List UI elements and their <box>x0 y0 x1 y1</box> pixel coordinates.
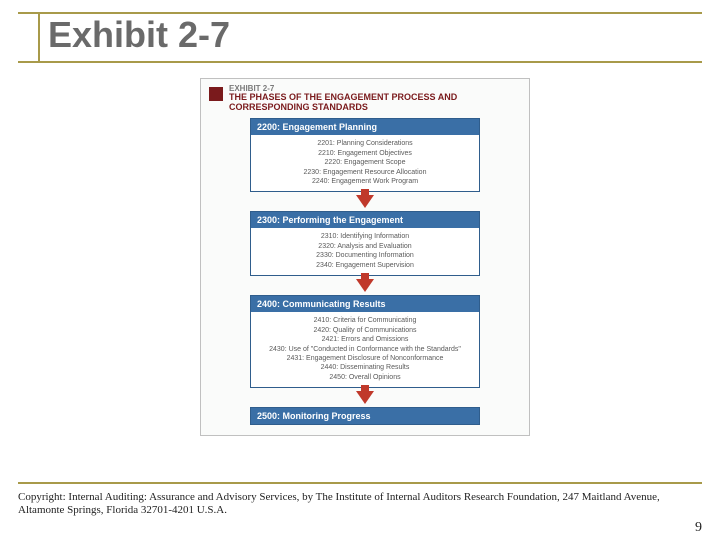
phase-item: 2201: Planning Considerations <box>257 139 473 148</box>
phase-item: 2430: Use of "Conducted in Conformance w… <box>257 345 473 354</box>
title-rule-bottom <box>18 61 702 63</box>
slide-title: Exhibit 2-7 <box>48 14 230 56</box>
footer-copyright: Copyright: Internal Auditing: Assurance … <box>18 491 702 519</box>
phase-item: 2320: Analysis and Evaluation <box>257 242 473 251</box>
phase-item: 2421: Errors and Omissions <box>257 335 473 344</box>
phase-box: 2300: Performing the Engagement2310: Ide… <box>250 211 480 276</box>
phase-item: 2340: Engagement Supervision <box>257 261 473 270</box>
phase-item: 2310: Identifying Information <box>257 232 473 241</box>
phase-header: 2300: Performing the Engagement <box>251 212 479 228</box>
phase-box: 2500: Monitoring Progress <box>250 407 480 425</box>
phase-header: 2200: Engagement Planning <box>251 119 479 135</box>
phase-item: 2210: Engagement Objectives <box>257 149 473 158</box>
phase-box: 2400: Communicating Results2410: Criteri… <box>250 295 480 388</box>
figure-badge-icon <box>209 87 223 101</box>
phases-container: 2200: Engagement Planning2201: Planning … <box>209 118 521 425</box>
figure-title: THE PHASES OF THE ENGAGEMENT PROCESS AND… <box>229 93 521 112</box>
flowchart-figure: EXHIBIT 2-7 THE PHASES OF THE ENGAGEMENT… <box>200 78 530 436</box>
phase-item: 2440: Disseminating Results <box>257 363 473 372</box>
phase-item: 2410: Criteria for Communicating <box>257 316 473 325</box>
phase-header: 2400: Communicating Results <box>251 296 479 312</box>
phase-item: 2450: Overall Opinions <box>257 373 473 382</box>
phase-item: 2230: Engagement Resource Allocation <box>257 168 473 177</box>
phase-item: 2330: Documenting Information <box>257 251 473 260</box>
figure-header: EXHIBIT 2-7 THE PHASES OF THE ENGAGEMENT… <box>209 85 521 112</box>
phase-item: 2240: Engagement Work Program <box>257 177 473 186</box>
phase-item: 2431: Engagement Disclosure of Nonconfor… <box>257 354 473 363</box>
arrow-down-icon <box>209 391 521 404</box>
slide: Exhibit 2-7 EXHIBIT 2-7 THE PHASES OF TH… <box>0 0 720 540</box>
title-accent-tick <box>38 12 40 63</box>
arrow-down-icon <box>209 195 521 208</box>
phase-header: 2500: Monitoring Progress <box>251 408 479 424</box>
phase-box: 2200: Engagement Planning2201: Planning … <box>250 118 480 192</box>
phase-items: 2201: Planning Considerations2210: Engag… <box>251 135 479 191</box>
page-number: 9 <box>695 520 702 536</box>
phase-item: 2220: Engagement Scope <box>257 158 473 167</box>
arrow-down-icon <box>209 279 521 292</box>
phase-item: 2420: Quality of Communications <box>257 326 473 335</box>
phase-items: 2310: Identifying Information2320: Analy… <box>251 228 479 275</box>
phase-items: 2410: Criteria for Communicating2420: Qu… <box>251 312 479 387</box>
footer-rule <box>18 482 702 484</box>
